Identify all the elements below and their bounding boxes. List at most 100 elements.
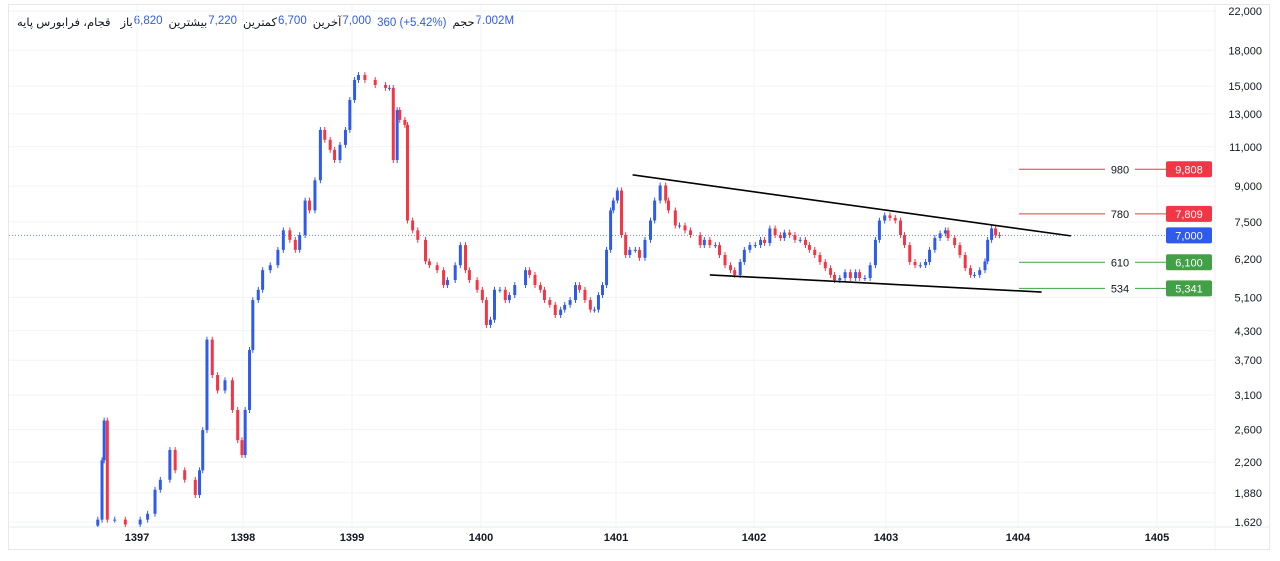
chart-legend: قجام، فرابورس پایه باز 6,820 بیشترین 7,220…	[17, 15, 514, 29]
candle-body	[193, 479, 197, 495]
legend-volume: حجم 7.002M	[452, 15, 514, 29]
candle-body	[818, 255, 822, 262]
x-tick-label: 1397	[125, 532, 149, 544]
candle-body	[323, 129, 327, 140]
candle-body	[928, 249, 932, 262]
candle-body	[854, 272, 858, 278]
candle-body	[918, 265, 922, 267]
y-tick-label: 6,200	[1234, 254, 1262, 266]
candle-body	[173, 449, 177, 471]
candle-body	[384, 84, 388, 88]
candle-body	[601, 285, 604, 296]
candle-body	[953, 238, 957, 246]
candle-body	[863, 277, 867, 279]
level-label: 534	[1111, 283, 1129, 295]
candle-body	[773, 228, 777, 236]
candle-body	[592, 309, 596, 311]
candle-body	[338, 144, 342, 161]
candle-body	[559, 309, 563, 316]
candle-body	[553, 304, 557, 316]
candle-body	[493, 289, 496, 320]
candle-body	[978, 270, 982, 275]
legend-label: بیشترین	[168, 17, 208, 29]
candle-body	[403, 119, 407, 125]
candle-body	[798, 239, 802, 241]
candle-body	[243, 409, 247, 456]
candle-body	[261, 270, 265, 290]
candle-body	[813, 249, 817, 256]
legend-open: باز 6,820	[121, 15, 163, 29]
candle-body	[708, 239, 712, 246]
candle-body	[503, 289, 507, 301]
candle-body	[507, 295, 511, 301]
candle-body	[183, 470, 187, 480]
candle-body	[373, 79, 377, 85]
candle-body	[288, 230, 292, 240]
candle-body	[293, 239, 297, 250]
candle-body	[763, 239, 767, 244]
candle-body	[972, 274, 976, 276]
candle-body	[100, 460, 104, 520]
y-tick-label: 3,700	[1234, 355, 1262, 367]
candle-body	[666, 200, 670, 211]
candle-body	[718, 245, 721, 256]
candle-body	[673, 210, 677, 226]
y-tick-label: 7,500	[1234, 217, 1262, 229]
y-tick-label: 9,000	[1234, 181, 1262, 193]
candle-body	[713, 245, 717, 247]
candle-body	[578, 285, 582, 290]
candle-body	[833, 274, 837, 281]
candle-body	[768, 228, 772, 244]
candle-body	[677, 225, 681, 227]
candle-body	[268, 265, 272, 271]
candle-body	[924, 261, 928, 266]
candle-body	[689, 230, 693, 236]
trendline	[632, 174, 1071, 237]
y-tick-label: 2,200	[1234, 457, 1262, 469]
candle-body	[605, 249, 609, 286]
candle-body	[498, 289, 502, 291]
candle-body	[475, 280, 479, 290]
candle-body	[416, 230, 420, 240]
candle-body	[807, 245, 811, 250]
legend-high: بیشترین 7,220	[169, 15, 237, 29]
candle-body	[198, 470, 202, 495]
candle-body	[963, 255, 967, 269]
candle-body	[318, 129, 322, 181]
candle-body	[102, 420, 106, 461]
candle-body	[405, 124, 409, 221]
candle-body	[843, 272, 847, 278]
candle-body	[902, 235, 906, 246]
candle-body	[664, 185, 668, 201]
level-price-badge-text: 6,100	[1175, 257, 1203, 269]
candle-body	[153, 489, 157, 514]
candle-body	[938, 233, 942, 239]
candle-body	[223, 380, 227, 391]
candle-body	[168, 449, 172, 480]
y-tick-label: 18,000	[1228, 45, 1262, 57]
x-tick-label: 1404	[1006, 532, 1031, 544]
candle-body	[888, 215, 892, 218]
x-tick-label: 1402	[742, 532, 766, 544]
candle-body	[210, 339, 214, 376]
x-tick-label: 1399	[340, 532, 364, 544]
candle-body	[649, 220, 652, 240]
candle-body	[230, 380, 234, 410]
legend-value: 6,820	[133, 15, 163, 27]
legend-low: کمترین 6,700	[243, 15, 307, 29]
level-price-badge	[1166, 254, 1212, 271]
candle-body	[488, 319, 492, 325]
symbol-name: قجام، فرابورس پایه	[17, 17, 111, 29]
candle-body	[146, 513, 150, 520]
y-tick-label: 3,100	[1234, 390, 1262, 402]
candle-body	[138, 519, 142, 525]
candle-body	[435, 265, 439, 271]
legend-value: 7.002M	[475, 15, 515, 27]
candle-body	[445, 280, 449, 286]
candle-body	[615, 190, 619, 201]
candle-body	[702, 239, 706, 246]
candle-body	[524, 270, 528, 286]
candle-body	[858, 272, 862, 278]
candle-body	[303, 200, 307, 236]
